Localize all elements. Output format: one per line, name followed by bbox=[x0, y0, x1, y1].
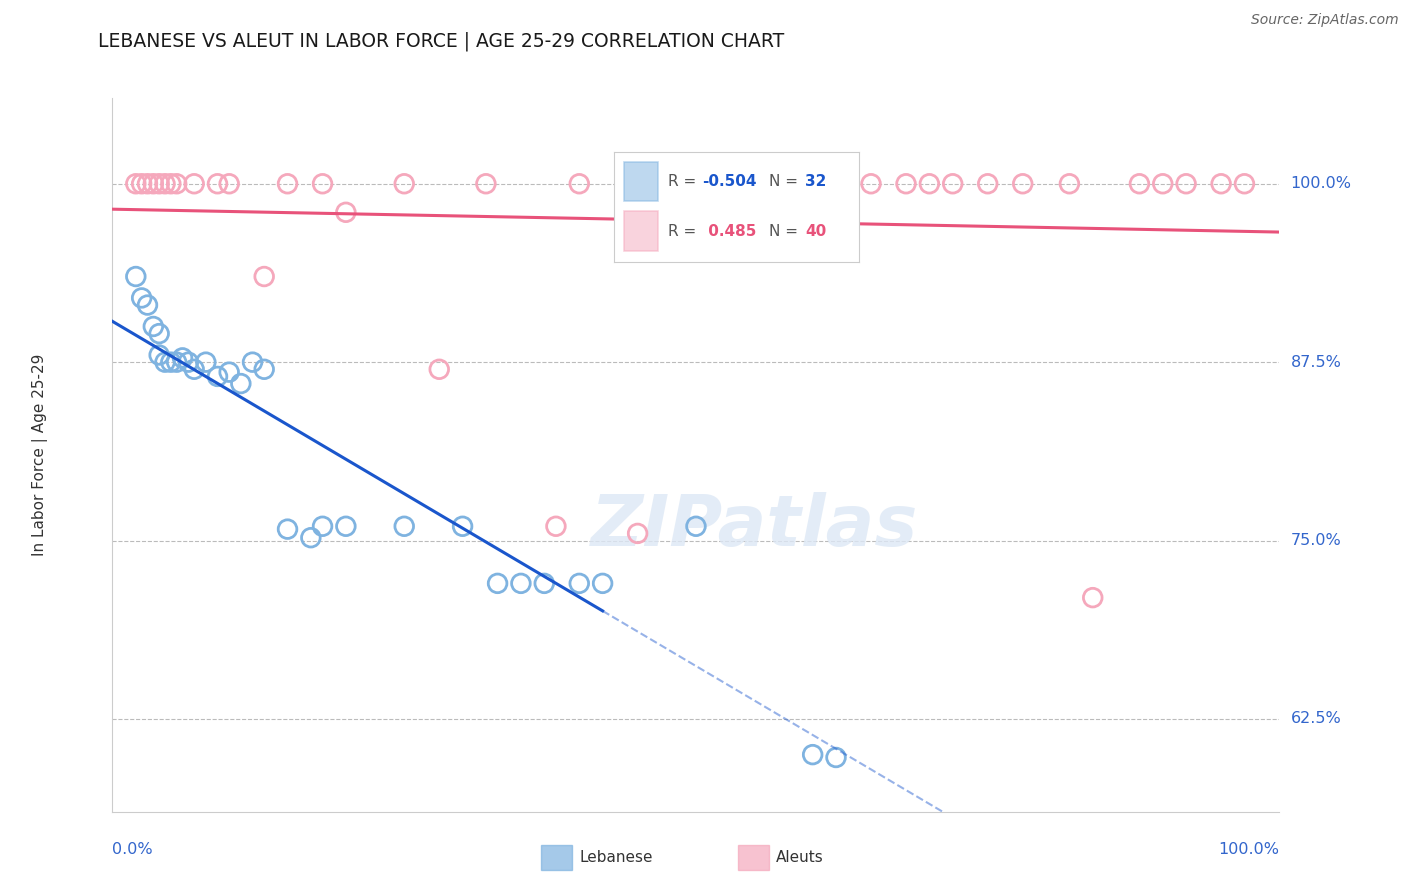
Text: 100.0%: 100.0% bbox=[1291, 177, 1351, 191]
Point bbox=[148, 177, 170, 191]
Point bbox=[125, 177, 148, 191]
Point bbox=[207, 177, 229, 191]
Text: 87.5%: 87.5% bbox=[1291, 355, 1341, 369]
Point bbox=[183, 362, 205, 376]
Text: 40: 40 bbox=[806, 224, 827, 239]
Text: 0.485: 0.485 bbox=[703, 224, 756, 239]
Point bbox=[544, 519, 567, 533]
Point bbox=[253, 362, 276, 376]
Point bbox=[451, 519, 474, 533]
Point bbox=[1209, 177, 1232, 191]
Point bbox=[125, 269, 148, 284]
Text: 0.0%: 0.0% bbox=[112, 842, 153, 857]
Point bbox=[392, 177, 416, 191]
Point bbox=[1152, 177, 1174, 191]
Point bbox=[825, 177, 848, 191]
Point bbox=[475, 177, 498, 191]
Text: ZIPatlas: ZIPatlas bbox=[591, 491, 918, 561]
Point bbox=[533, 576, 555, 591]
Point bbox=[229, 376, 252, 391]
Point bbox=[218, 177, 240, 191]
Point bbox=[1081, 591, 1104, 605]
Point bbox=[1059, 177, 1081, 191]
Point bbox=[166, 355, 188, 369]
Point bbox=[801, 747, 824, 762]
Point bbox=[392, 519, 416, 533]
Text: 32: 32 bbox=[806, 174, 827, 189]
Point bbox=[976, 177, 998, 191]
Point bbox=[177, 355, 200, 369]
Text: N =: N = bbox=[769, 174, 803, 189]
Point bbox=[276, 522, 298, 536]
Point bbox=[299, 531, 322, 545]
Point bbox=[166, 177, 188, 191]
Text: 100.0%: 100.0% bbox=[1219, 842, 1279, 857]
Point bbox=[335, 205, 357, 219]
Point bbox=[486, 576, 509, 591]
Point bbox=[859, 177, 883, 191]
Point bbox=[160, 355, 183, 369]
Point bbox=[276, 177, 298, 191]
Point bbox=[509, 576, 531, 591]
Text: 62.5%: 62.5% bbox=[1291, 712, 1341, 726]
Text: LEBANESE VS ALEUT IN LABOR FORCE | AGE 25-29 CORRELATION CHART: LEBANESE VS ALEUT IN LABOR FORCE | AGE 2… bbox=[98, 31, 785, 51]
Point bbox=[709, 177, 731, 191]
Point bbox=[153, 177, 176, 191]
Text: Source: ZipAtlas.com: Source: ZipAtlas.com bbox=[1251, 13, 1399, 28]
Point bbox=[685, 177, 707, 191]
Point bbox=[311, 177, 333, 191]
Point bbox=[253, 269, 276, 284]
Point bbox=[1128, 177, 1150, 191]
Point bbox=[918, 177, 941, 191]
Point bbox=[592, 576, 614, 591]
Point bbox=[148, 326, 170, 341]
Point bbox=[894, 177, 917, 191]
Point bbox=[148, 348, 170, 362]
Point bbox=[218, 365, 240, 379]
Point bbox=[627, 526, 650, 541]
Point bbox=[142, 319, 165, 334]
Point bbox=[942, 177, 965, 191]
Text: N =: N = bbox=[769, 224, 803, 239]
Point bbox=[1175, 177, 1198, 191]
Point bbox=[1233, 177, 1256, 191]
Point bbox=[160, 177, 183, 191]
Bar bbox=[624, 211, 658, 252]
Point bbox=[685, 519, 707, 533]
Point bbox=[131, 291, 153, 305]
Text: -0.504: -0.504 bbox=[703, 174, 756, 189]
Point bbox=[568, 177, 591, 191]
Point bbox=[136, 298, 159, 312]
Text: R =: R = bbox=[668, 224, 702, 239]
Text: In Labor Force | Age 25-29: In Labor Force | Age 25-29 bbox=[32, 354, 48, 556]
Point bbox=[568, 576, 591, 591]
Text: R =: R = bbox=[668, 174, 702, 189]
Point bbox=[335, 519, 357, 533]
Point bbox=[755, 177, 778, 191]
Point bbox=[825, 750, 848, 764]
Point bbox=[153, 355, 176, 369]
Text: Aleuts: Aleuts bbox=[776, 850, 824, 864]
Point bbox=[136, 177, 159, 191]
Point bbox=[427, 362, 450, 376]
Bar bbox=[624, 161, 658, 202]
Point bbox=[837, 177, 859, 191]
Point bbox=[311, 519, 333, 533]
Point bbox=[194, 355, 217, 369]
Point bbox=[242, 355, 264, 369]
Point bbox=[172, 351, 194, 365]
Text: 75.0%: 75.0% bbox=[1291, 533, 1341, 548]
Point bbox=[183, 177, 205, 191]
Point bbox=[207, 369, 229, 384]
Point bbox=[801, 177, 824, 191]
Point bbox=[142, 177, 165, 191]
Point bbox=[1011, 177, 1033, 191]
Text: Lebanese: Lebanese bbox=[579, 850, 652, 864]
Point bbox=[131, 177, 153, 191]
